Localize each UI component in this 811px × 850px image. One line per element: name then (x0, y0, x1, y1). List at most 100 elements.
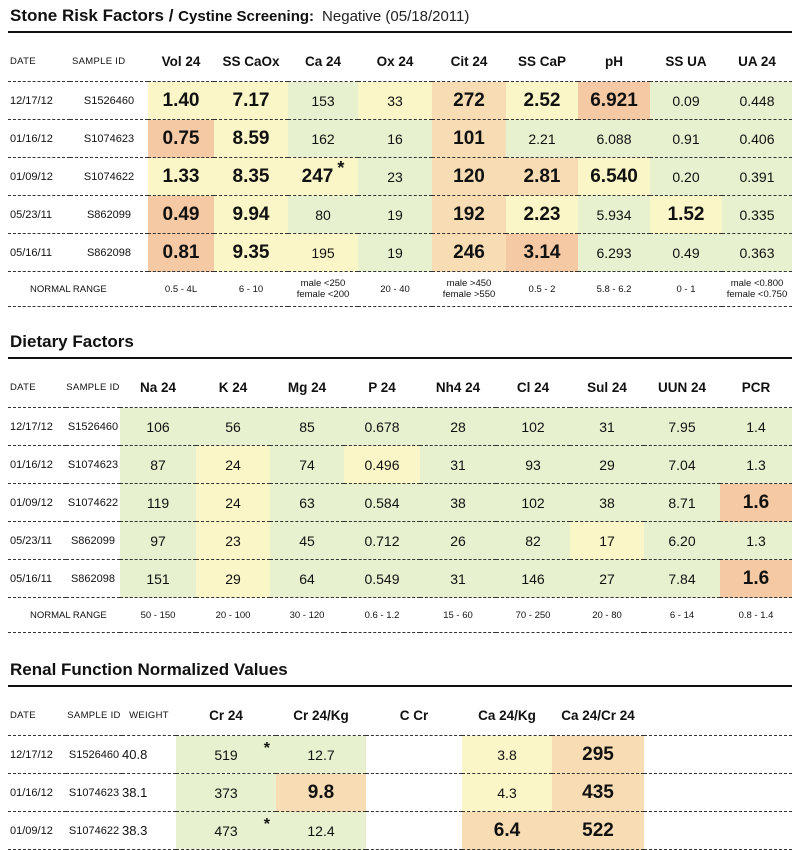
col-sscaox: SS CaOx (214, 41, 288, 82)
p24-cell: 0.678 (344, 407, 420, 446)
ph-cell: 6.088 (578, 119, 650, 158)
sample-id-cell: S1526460 (70, 81, 148, 120)
col-ccr: C Cr (366, 695, 462, 736)
col-date: DATE (8, 695, 66, 736)
cit24-cell: 120 (432, 157, 506, 196)
date-cell: 12/17/12 (8, 81, 70, 120)
col-ca24: Ca 24 (288, 41, 358, 82)
vol24-cell: 1.40 (148, 81, 214, 120)
ssua-cell: 1.52 (650, 195, 722, 234)
stone-risk-title: Stone Risk Factors / Cystine Screening: N… (10, 6, 469, 26)
ca24-value: 247 (301, 165, 334, 187)
table-row: 05/23/11 S862099 0.49 9.94 80 19 192 2.2… (8, 195, 792, 234)
col-pcr: PCR (720, 367, 792, 408)
ua24-cell: 0.448 (722, 81, 792, 120)
normal-ox24: 20 - 40 (358, 271, 432, 307)
pcr-cell: 1.4 (720, 407, 792, 446)
ox24-cell: 23 (358, 157, 432, 196)
sscaox-cell: 9.94 (214, 195, 288, 234)
sample-id-cell: S862099 (70, 195, 148, 234)
date-cell: 01/16/12 (8, 445, 66, 484)
col-cit24: Cit 24 (432, 41, 506, 82)
col-blank (644, 695, 792, 736)
col-sample-id: SAMPLE ID (66, 367, 120, 408)
sample-id-cell: S862098 (70, 233, 148, 272)
ox24-cell: 16 (358, 119, 432, 158)
sample-id-cell: S862099 (66, 521, 120, 560)
sample-id-cell: S1074622 (66, 483, 120, 522)
col-ph: pH (578, 41, 650, 82)
cit24-cell: 246 (432, 233, 506, 272)
mg24-cell: 64 (270, 559, 344, 598)
table-row: 05/23/11 S862099 97 23 45 0.712 26 82 17… (8, 521, 792, 560)
normal-cit24-male: male >450 (446, 278, 492, 289)
vol24-cell: 0.81 (148, 233, 214, 272)
flag-asterisk: * (337, 158, 345, 179)
renal-section-rule (8, 685, 792, 687)
normal-ca24-female: female <200 (296, 289, 350, 300)
normal-vol24: 0.5 - 4L (148, 271, 214, 307)
cr24kg-cell: 12.7 (276, 735, 366, 774)
ccr-cell (366, 811, 462, 850)
na24-cell: 106 (120, 407, 196, 446)
ox24-cell: 19 (358, 195, 432, 234)
date-cell: 01/16/12 (8, 773, 66, 812)
weight-cell: 40.8 (122, 735, 176, 774)
flag-asterisk: * (263, 740, 270, 757)
col-k24: K 24 (196, 367, 270, 408)
ssua-cell: 0.49 (650, 233, 722, 272)
normal-uun24: 6 - 14 (644, 597, 720, 633)
table-row: 12/17/12 S1526460 1.40 7.17 153 33 272 2… (8, 81, 792, 120)
uun24-cell: 7.95 (644, 407, 720, 446)
ccr-cell (366, 773, 462, 812)
cr24-cell: 519 * (176, 735, 276, 774)
ua24-cell: 0.335 (722, 195, 792, 234)
cr24-value: 473 (214, 822, 238, 839)
ssua-cell: 0.09 (650, 81, 722, 120)
normal-k24: 20 - 100 (196, 597, 270, 633)
renal-header-row: DATE SAMPLE ID WEIGHT Cr 24 Cr 24/Kg C C… (8, 695, 792, 736)
dietary-header-row: DATE SAMPLE ID Na 24 K 24 Mg 24 P 24 Nh4… (8, 367, 792, 408)
col-p24: P 24 (344, 367, 420, 408)
cit24-cell: 272 (432, 81, 506, 120)
na24-cell: 87 (120, 445, 196, 484)
weight-cell: 38.3 (122, 811, 176, 850)
nh424-cell: 26 (420, 521, 496, 560)
uun24-cell: 7.84 (644, 559, 720, 598)
normal-cit24-female: female >550 (442, 289, 496, 300)
cl24-cell: 82 (496, 521, 570, 560)
normal-ca24-male: male <250 (300, 278, 346, 289)
table-row: 01/16/12 S1074623 87 24 74 0.496 31 93 2… (8, 445, 792, 484)
ox24-cell: 33 (358, 81, 432, 120)
sscap-cell: 2.81 (506, 157, 578, 196)
col-cr24kg: Cr 24/Kg (276, 695, 366, 736)
normal-ua24-female: female <0.750 (726, 289, 788, 300)
na24-cell: 151 (120, 559, 196, 598)
flag-asterisk: * (263, 816, 270, 833)
date-cell: 01/09/12 (8, 811, 66, 850)
normal-ua24: male <0.800 female <0.750 (722, 271, 792, 307)
cl24-cell: 102 (496, 407, 570, 446)
normal-ssua: 0 - 1 (650, 271, 722, 307)
cit24-cell: 192 (432, 195, 506, 234)
table-row: 05/16/11 S862098 151 29 64 0.549 31 146 … (8, 559, 792, 598)
na24-cell: 119 (120, 483, 196, 522)
normal-cit24: male >450 female >550 (432, 271, 506, 307)
pcr-cell: 1.3 (720, 521, 792, 560)
sscaox-cell: 9.35 (214, 233, 288, 272)
dietary-factors-table: DATE SAMPLE ID Na 24 K 24 Mg 24 P 24 Nh4… (8, 367, 792, 633)
nh424-cell: 31 (420, 559, 496, 598)
normal-nh424: 15 - 60 (420, 597, 496, 633)
col-mg24: Mg 24 (270, 367, 344, 408)
vol24-cell: 1.33 (148, 157, 214, 196)
col-ua24: UA 24 (722, 41, 792, 82)
sample-id-cell: S1074623 (66, 773, 122, 812)
sample-id-cell: S1074623 (66, 445, 120, 484)
col-ca24kg: Ca 24/Kg (462, 695, 552, 736)
ph-cell: 6.921 (578, 81, 650, 120)
weight-cell: 38.1 (122, 773, 176, 812)
col-nh424: Nh4 24 (420, 367, 496, 408)
p24-cell: 0.549 (344, 559, 420, 598)
date-cell: 05/16/11 (8, 233, 70, 272)
